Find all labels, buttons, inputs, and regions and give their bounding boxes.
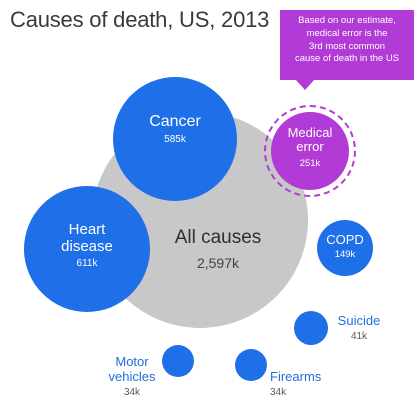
- copd-value: 149k: [334, 249, 356, 261]
- all-causes-value: 2,597k: [196, 254, 240, 271]
- motor-vehicles-label-group: Motor vehicles 34k: [102, 354, 162, 398]
- heart-disease-value: 611k: [76, 258, 98, 269]
- heart-disease-label-line2: disease: [61, 237, 113, 255]
- annotation-pointer: [296, 80, 314, 90]
- suicide-bubble: [294, 311, 328, 345]
- suicide-label: Suicide: [337, 313, 381, 328]
- cancer-value: 585k: [164, 133, 186, 145]
- suicide-value: 41k: [350, 330, 368, 342]
- firearms-label-group: Firearms 34k: [270, 369, 334, 398]
- cancer-bubble: Cancer 585k: [113, 77, 237, 201]
- firearms-label: Firearms: [270, 369, 322, 384]
- medical-error-value: 251k: [299, 157, 321, 169]
- annotation-line-2: medical error is the: [306, 27, 388, 39]
- motor-vehicles-label-line2: vehicles: [108, 368, 156, 384]
- firearms-value: 34k: [270, 386, 287, 398]
- annotation-callout: Based on our estimate, medical error is …: [280, 10, 414, 80]
- annotation-line-3: 3rd most common: [308, 40, 386, 52]
- medical-error-label-line2: error: [296, 139, 324, 155]
- annotation-line-1: Based on our estimate,: [298, 15, 396, 26]
- motor-vehicles-bubble: [162, 345, 194, 377]
- chart-title: Causes of death, US, 2013: [10, 7, 270, 32]
- motor-vehicles-value: 34k: [123, 386, 141, 398]
- copd-bubble: COPD 149k: [317, 220, 373, 276]
- medical-error-highlight-ring: [264, 105, 356, 197]
- heart-disease-label-line1: Heart: [68, 221, 106, 238]
- cancer-label: Cancer: [149, 113, 201, 130]
- motor-vehicles-label-line1: Motor: [115, 354, 149, 369]
- all-causes-label-group: All causes 2,597k: [160, 227, 276, 271]
- medical-error-label-line1: Medical: [287, 125, 333, 140]
- firearms-bubble: [235, 349, 267, 381]
- suicide-label-group: Suicide 41k: [330, 313, 388, 342]
- all-causes-label: All causes: [174, 227, 262, 248]
- annotation-line-4: cause of death in the US: [294, 53, 400, 65]
- medical-error-bubble: Medical error 251k: [271, 112, 349, 190]
- heart-disease-bubble: Heart disease 611k: [24, 186, 150, 312]
- copd-label: COPD: [326, 232, 364, 247]
